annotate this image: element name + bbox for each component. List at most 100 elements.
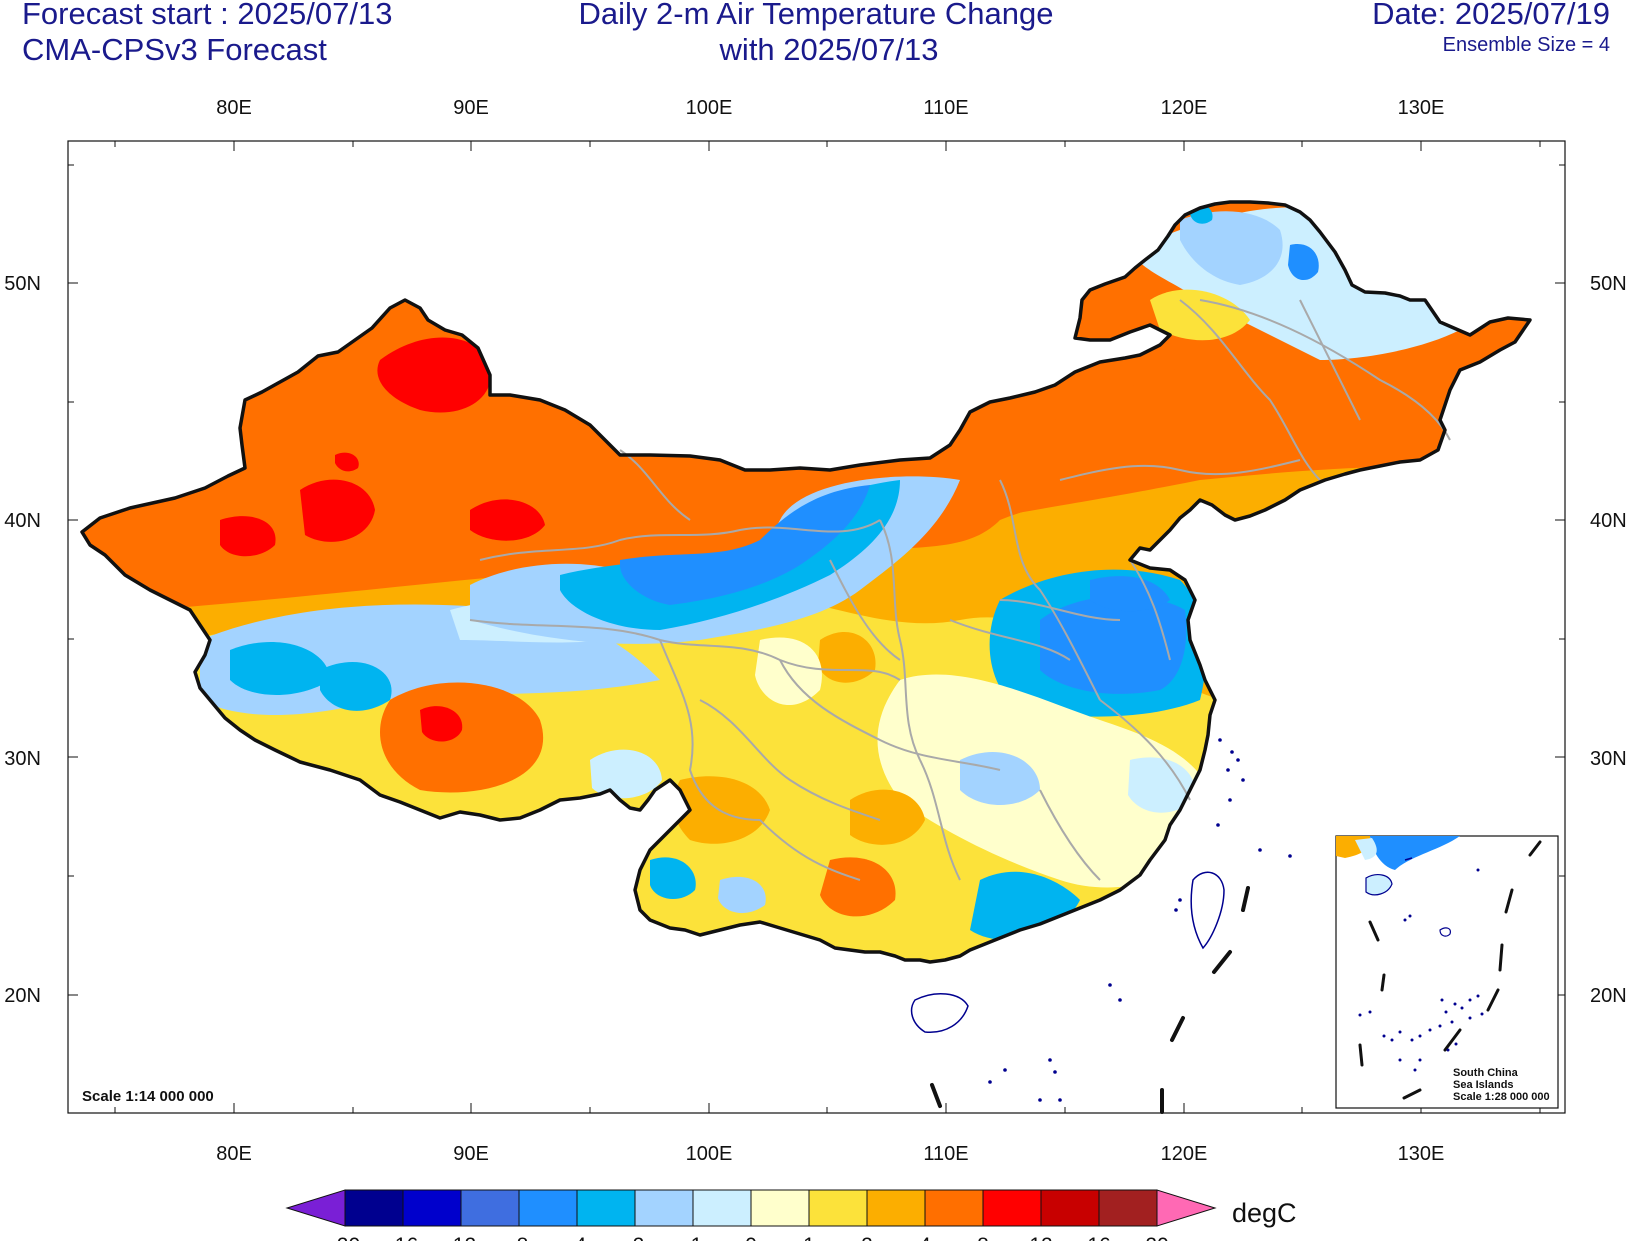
inset-island-dot [1368, 1010, 1372, 1014]
inset-island-dot [1440, 998, 1444, 1002]
inset-island-dot [1460, 1006, 1464, 1010]
inset-island-dot [1413, 1068, 1417, 1072]
island-dot [988, 1080, 992, 1084]
lon-labels-bottom: 80E 90E 100E 110E 120E 130E [216, 1143, 1444, 1165]
colorbar-label: 20 [1145, 1234, 1168, 1241]
colorbar-label: 1 [803, 1234, 815, 1241]
lat-label: 50N [4, 273, 41, 295]
colorbar-swatch [518, 1189, 578, 1227]
colorbar-unit: degC [1232, 1198, 1297, 1228]
colorbar-label: -16 [388, 1234, 418, 1241]
colorbar-swatch [1098, 1189, 1158, 1227]
island-dot [1108, 983, 1112, 987]
inset-island-dot [1408, 914, 1412, 918]
colorbar-label: -2 [626, 1234, 645, 1241]
inset-island-dot [1403, 918, 1407, 922]
lat-label: 20N [4, 985, 41, 1007]
lon-label: 120E [1161, 97, 1208, 119]
colorbar-label: -1 [684, 1234, 703, 1241]
colorbar-swatch [692, 1189, 752, 1227]
inset-title: South China [1453, 1067, 1519, 1079]
island-dot [1058, 1098, 1062, 1102]
inset-island-dot [1450, 1020, 1454, 1024]
colorbar-swatch [866, 1189, 926, 1227]
lon-labels-top: 80E 90E 100E 110E 120E 130E [216, 97, 1444, 119]
island-dot [1216, 823, 1220, 827]
lat-label: 50N [1590, 273, 1627, 295]
island-dot [1258, 848, 1262, 852]
island-dot [1003, 1068, 1007, 1072]
south-china-sea-inset: South China Sea Islands Scale 1:28 000 0… [1335, 835, 1559, 1109]
map-subtitle: with 2025/07/13 [719, 32, 939, 67]
colorbar-label: -12 [446, 1234, 476, 1241]
inset-island-dot [1390, 1038, 1394, 1042]
inset-island-dot [1476, 868, 1480, 872]
province-boundaries [469, 299, 1451, 881]
lon-label: 130E [1398, 1143, 1445, 1165]
colorbar-swatch [808, 1189, 868, 1227]
inset-island-dot [1444, 1010, 1448, 1014]
coastal-islands [988, 738, 1292, 1102]
lon-label: 80E [216, 97, 252, 119]
forecast-start-label: Forecast start : 2025/07/13 [22, 0, 393, 31]
inset-island-dot [1398, 1030, 1402, 1034]
island-dot [1288, 854, 1292, 858]
island-dot [1048, 1058, 1052, 1062]
lon-label: 100E [686, 97, 733, 119]
map-title: Daily 2-m Air Temperature Change [578, 0, 1054, 31]
lat-labels-right: 50N 40N 30N 20N [1590, 273, 1627, 1007]
inset-island-dot [1454, 1042, 1458, 1046]
colorbar-label: 16 [1087, 1234, 1110, 1241]
island-dot [1038, 1098, 1042, 1102]
lon-label: 120E [1161, 1143, 1208, 1165]
lon-label: 110E [923, 1143, 968, 1165]
island-dot [1218, 738, 1222, 742]
inset-island-dot [1418, 1034, 1422, 1038]
inset-island-dot [1428, 1028, 1432, 1032]
inset-island-dot [1453, 1002, 1457, 1006]
colorbar: -20-16-12-8-4-2-101248121620 [285, 1189, 1217, 1241]
colorbar-swatch [924, 1189, 984, 1227]
colorbar-label: -4 [568, 1234, 587, 1241]
colorbar-under-arrow [285, 1189, 346, 1227]
colorbar-swatch [1040, 1189, 1100, 1227]
inset-island-dot [1382, 1034, 1386, 1038]
lon-label: 90E [453, 97, 489, 119]
lon-label: 80E [216, 1143, 252, 1165]
country-border [80, 200, 1532, 964]
maritime-boundary [930, 886, 1250, 1114]
hainan-outline [910, 993, 969, 1033]
colorbar-swatch [460, 1189, 520, 1227]
inset-island-dot [1438, 1024, 1442, 1028]
island-dot [1236, 758, 1240, 762]
inset-island-dot [1468, 998, 1472, 1002]
colorbar-swatch [982, 1189, 1042, 1227]
lat-label: 40N [1590, 510, 1627, 532]
taiwan-outline [1190, 871, 1225, 950]
island-dot [1241, 778, 1245, 782]
colorbar-label: -20 [330, 1234, 360, 1241]
island-dot [1230, 750, 1234, 754]
island-dot [1174, 908, 1178, 912]
inset-island-dot [1446, 1048, 1450, 1052]
inset-island-dot [1480, 1012, 1484, 1016]
colorbar-swatch [576, 1189, 636, 1227]
lon-label: 90E [453, 1143, 489, 1165]
ensemble-size-label: Ensemble Size = 4 [1442, 34, 1610, 56]
lat-label: 20N [1590, 985, 1627, 1007]
lat-label: 30N [1590, 748, 1627, 770]
colorbar-label: 0 [745, 1234, 757, 1241]
colorbar-label: 2 [861, 1234, 873, 1241]
island-dot [1228, 798, 1232, 802]
colorbar-swatch [634, 1189, 694, 1227]
colorbar-label: 8 [977, 1234, 989, 1241]
island-dot [1118, 998, 1122, 1002]
lon-label: 130E [1398, 97, 1445, 119]
inset-island-dot [1358, 1013, 1362, 1017]
island-dot [1226, 768, 1230, 772]
island-dot [1178, 898, 1182, 902]
inset-island-dot [1410, 1038, 1414, 1042]
lat-labels-left: 50N 40N 30N 20N [4, 273, 41, 1007]
inset-island-dot [1476, 994, 1480, 998]
